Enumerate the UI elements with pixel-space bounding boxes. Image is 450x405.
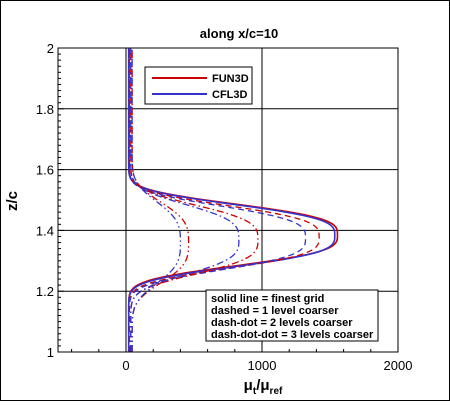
x-tick-label: 1000 [248, 358, 277, 373]
series-cfl3d-dash-dot-dot [131, 48, 182, 352]
series-fun3d-dash-dot [130, 48, 259, 352]
x-axis-label-sub-ref: ref [270, 386, 283, 397]
series-cfl3d-dash-dot [130, 48, 240, 352]
series-lines [127, 48, 339, 352]
series-cfl3d-dashed [128, 48, 307, 352]
y-tick-label: 1 [47, 345, 54, 360]
y-tick-label: 1.2 [36, 284, 54, 299]
y-tick-label: 1.8 [36, 102, 54, 117]
x-tick-label: 0 [122, 358, 129, 373]
chart-title: along x/c=10 [200, 26, 278, 41]
note-line-solid: solid line = finest grid [211, 293, 324, 305]
y-tick-label: 1.6 [36, 163, 54, 178]
legend-label-cfl3d: CFL3D [212, 89, 248, 101]
tick-marks [58, 47, 399, 353]
x-axis-label: μt/μref [244, 377, 283, 397]
y-axis-label: z/c [4, 191, 21, 211]
legend-box [144, 66, 253, 105]
y-tick-label: 1.4 [36, 223, 54, 238]
legend-label-fun3d: FUN3D [212, 73, 249, 85]
series-cfl3d-solid [127, 48, 336, 352]
line-style-note: solid line = finest grid dashed = 1 leve… [205, 289, 379, 342]
y-tick-label: 2 [47, 41, 54, 56]
x-axis-label-sub-t: t [253, 386, 257, 397]
note-box [205, 289, 379, 342]
legend: FUN3D CFL3D [144, 66, 253, 105]
note-line-dash-dot: dash-dot = 2 levels coarser [211, 317, 353, 329]
note-line-dash-dot-dot: dash-dot-dot = 3 levels coarser [211, 329, 374, 341]
x-axis-label-mu: μ [244, 377, 253, 394]
x-axis-label-slash-mu: /μ [256, 377, 269, 394]
x-tick-label: 2000 [384, 358, 413, 373]
note-line-dashed: dashed = 1 level coarser [211, 305, 339, 317]
tick-labels: 0 1000 2000 1 1.2 1.4 1.6 1.8 2 [36, 41, 413, 373]
